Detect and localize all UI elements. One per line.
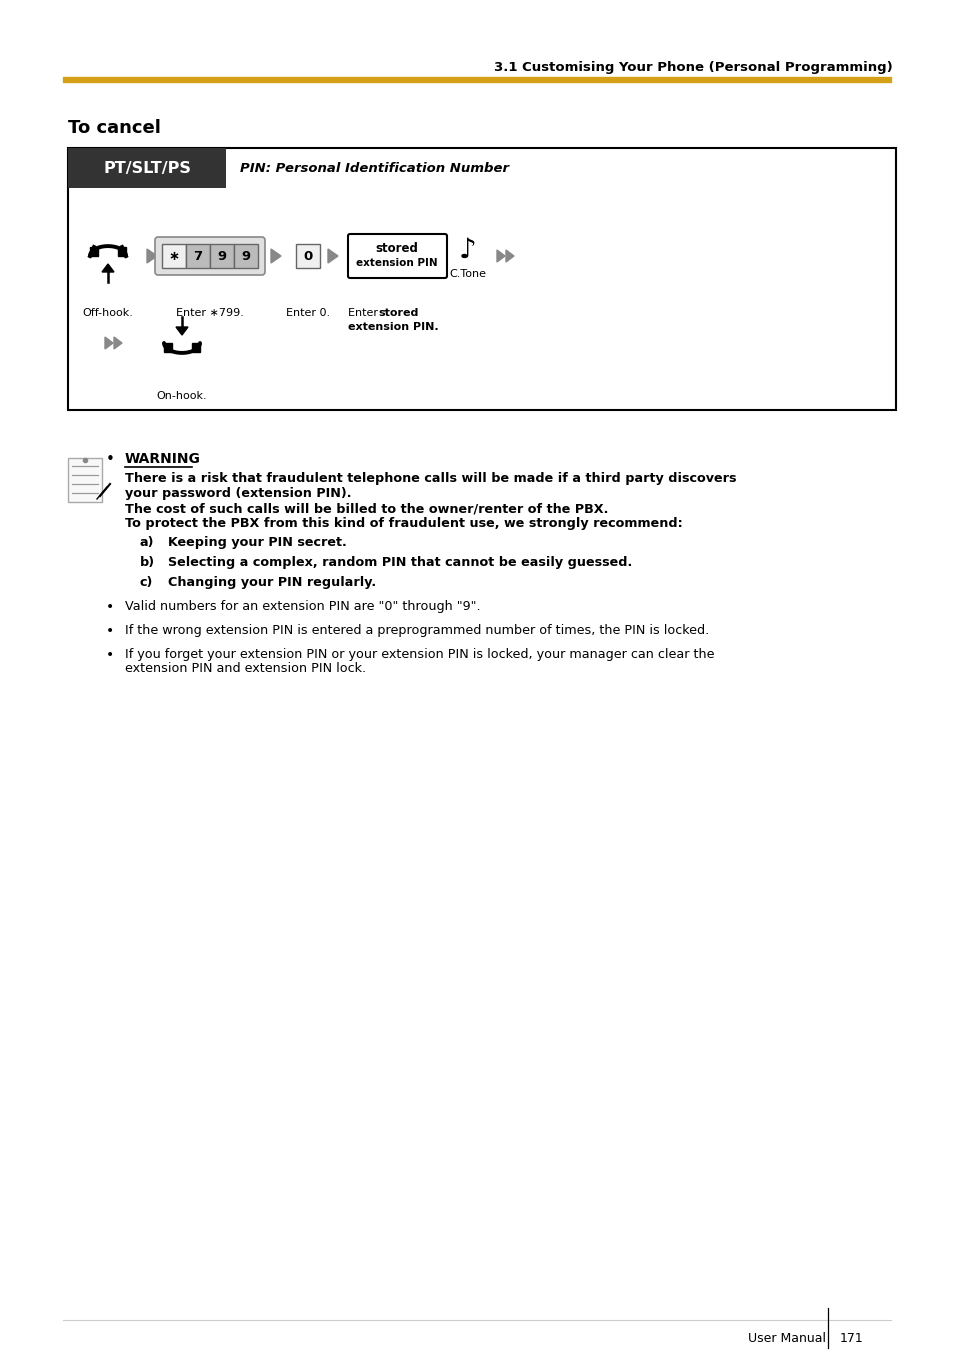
- Text: Changing your PIN regularly.: Changing your PIN regularly.: [168, 576, 375, 589]
- FancyBboxPatch shape: [210, 245, 233, 267]
- Text: C.Tone: C.Tone: [449, 269, 486, 280]
- Text: stored: stored: [375, 242, 418, 255]
- FancyBboxPatch shape: [154, 236, 265, 276]
- Polygon shape: [113, 336, 122, 349]
- Text: ∗: ∗: [169, 250, 179, 262]
- Text: •: •: [106, 624, 114, 638]
- Text: •: •: [106, 600, 114, 613]
- Text: •: •: [106, 648, 114, 662]
- Text: Enter: Enter: [348, 308, 381, 317]
- Text: extension PIN.: extension PIN.: [348, 322, 438, 332]
- Polygon shape: [505, 250, 514, 262]
- Text: WARNING: WARNING: [125, 453, 201, 466]
- Text: c): c): [140, 576, 153, 589]
- FancyBboxPatch shape: [295, 245, 319, 267]
- Bar: [68, 458, 102, 503]
- Bar: [68, 149, 226, 188]
- Text: 7: 7: [193, 250, 202, 262]
- Text: •: •: [106, 453, 114, 467]
- Polygon shape: [118, 247, 126, 255]
- Text: a): a): [140, 536, 154, 549]
- Polygon shape: [90, 247, 98, 255]
- Polygon shape: [328, 249, 337, 263]
- Polygon shape: [175, 327, 188, 335]
- FancyBboxPatch shape: [162, 245, 186, 267]
- Text: 3.1 Customising Your Phone (Personal Programming): 3.1 Customising Your Phone (Personal Pro…: [494, 61, 892, 73]
- Text: PIN: Personal Identification Number: PIN: Personal Identification Number: [240, 162, 509, 174]
- Text: Selecting a complex, random PIN that cannot be easily guessed.: Selecting a complex, random PIN that can…: [168, 557, 632, 569]
- FancyBboxPatch shape: [186, 245, 210, 267]
- Text: Keeping your PIN secret.: Keeping your PIN secret.: [168, 536, 346, 549]
- Polygon shape: [147, 249, 157, 263]
- Text: There is a risk that fraudulent telephone calls will be made if a third party di: There is a risk that fraudulent telephon…: [125, 471, 736, 485]
- Bar: [63, 77, 890, 82]
- Text: User Manual: User Manual: [747, 1332, 825, 1344]
- FancyBboxPatch shape: [233, 245, 257, 267]
- Text: To protect the PBX from this kind of fraudulent use, we strongly recommend:: To protect the PBX from this kind of fra…: [125, 517, 682, 530]
- Text: Off-hook.: Off-hook.: [83, 308, 133, 317]
- Text: The cost of such calls will be billed to the owner/renter of the PBX.: The cost of such calls will be billed to…: [125, 503, 608, 515]
- Text: Enter ∗799.: Enter ∗799.: [176, 308, 244, 317]
- Text: 9: 9: [217, 250, 226, 262]
- Text: stored: stored: [377, 308, 418, 317]
- Text: If the wrong extension PIN is entered a preprogrammed number of times, the PIN i: If the wrong extension PIN is entered a …: [125, 624, 708, 638]
- Text: extension PIN: extension PIN: [355, 258, 437, 267]
- Text: your password (extension PIN).: your password (extension PIN).: [125, 486, 351, 500]
- Text: b): b): [140, 557, 155, 569]
- Text: Enter 0.: Enter 0.: [286, 308, 330, 317]
- Text: To cancel: To cancel: [68, 119, 161, 136]
- Text: 171: 171: [840, 1332, 862, 1344]
- Text: 0: 0: [303, 250, 313, 262]
- Polygon shape: [105, 336, 112, 349]
- Polygon shape: [192, 343, 200, 353]
- Text: On-hook.: On-hook.: [156, 390, 207, 401]
- Polygon shape: [271, 249, 281, 263]
- Text: extension PIN and extension PIN lock.: extension PIN and extension PIN lock.: [125, 662, 366, 676]
- Text: If you forget your extension PIN or your extension PIN is locked, your manager c: If you forget your extension PIN or your…: [125, 648, 714, 661]
- Text: Valid numbers for an extension PIN are "0" through "9".: Valid numbers for an extension PIN are "…: [125, 600, 480, 613]
- Bar: [68, 149, 895, 409]
- Polygon shape: [164, 343, 172, 353]
- Polygon shape: [497, 250, 504, 262]
- Text: 9: 9: [241, 250, 251, 262]
- Text: PT/SLT/PS: PT/SLT/PS: [103, 161, 191, 176]
- Polygon shape: [102, 263, 113, 272]
- Text: ♪: ♪: [458, 236, 476, 263]
- FancyBboxPatch shape: [348, 234, 447, 278]
